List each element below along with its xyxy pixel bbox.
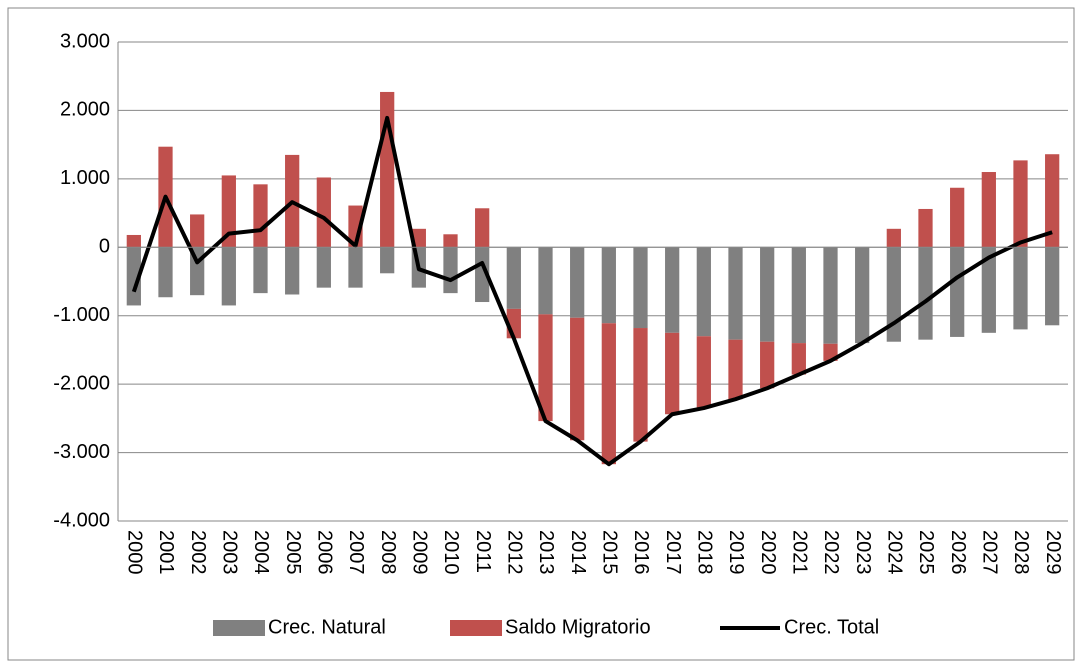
bar [886, 247, 901, 342]
y-tick-label: 2.000 [60, 99, 110, 121]
bar [601, 323, 616, 465]
x-tick-label: 2005 [282, 530, 304, 575]
bar [918, 208, 933, 248]
x-tick-label: 2014 [567, 530, 589, 575]
bar [221, 175, 236, 248]
bar [348, 247, 363, 288]
x-tick-label: 2001 [155, 530, 177, 575]
y-tick-label: -4.000 [53, 509, 110, 531]
bar [886, 228, 901, 248]
bar [791, 247, 806, 344]
x-tick-label: 2028 [1010, 530, 1032, 575]
bar [760, 247, 775, 342]
x-tick-label: 2029 [1042, 530, 1064, 575]
x-tick-label: 2019 [725, 530, 747, 575]
y-tick-label: -1.000 [53, 304, 110, 326]
legend-swatch [213, 620, 265, 636]
bar [1045, 154, 1060, 248]
x-tick-label: 2004 [250, 530, 272, 575]
bar [1045, 247, 1060, 326]
x-tick-label: 2023 [852, 530, 874, 575]
x-tick-label: 2009 [409, 530, 431, 575]
y-tick-label: -2.000 [53, 372, 110, 394]
x-tick-label: 2013 [535, 530, 557, 575]
bar [316, 177, 331, 248]
bar [791, 343, 806, 375]
bar [633, 247, 648, 329]
bar [728, 339, 743, 400]
bar [760, 341, 775, 389]
legend-swatch [450, 620, 502, 636]
bar [981, 247, 996, 333]
x-tick-label: 2026 [947, 530, 969, 575]
bar [633, 328, 648, 442]
x-tick-label: 2020 [757, 530, 779, 575]
bar [221, 247, 236, 306]
bar [190, 214, 205, 248]
bar [601, 247, 616, 324]
legend-label: Saldo Migratorio [505, 616, 651, 638]
x-tick-label: 2025 [915, 530, 937, 575]
x-tick-label: 2018 [694, 530, 716, 575]
bar [475, 208, 490, 248]
bar [538, 314, 553, 422]
x-tick-label: 2021 [789, 530, 811, 575]
bar [950, 187, 965, 248]
bar [855, 247, 870, 344]
bar [443, 234, 458, 248]
bar [316, 247, 331, 288]
x-tick-label: 2000 [124, 530, 146, 575]
x-tick-label: 2003 [219, 530, 241, 575]
bar [1013, 160, 1028, 248]
y-tick-label: 0 [99, 236, 110, 258]
x-tick-label: 2015 [599, 530, 621, 575]
y-tick-label: -3.000 [53, 441, 110, 463]
bar [665, 332, 680, 415]
bar [158, 247, 173, 298]
bar [253, 184, 268, 248]
x-tick-label: 2016 [630, 530, 652, 575]
x-tick-label: 2010 [440, 530, 462, 575]
bar [1013, 247, 1028, 330]
bar [918, 247, 933, 340]
bar [126, 234, 141, 248]
bar [570, 317, 585, 441]
x-tick-label: 2002 [187, 530, 209, 575]
line [131, 115, 1053, 467]
bar [665, 247, 680, 333]
y-tick-label: 1.000 [60, 167, 110, 189]
bar [823, 247, 838, 344]
bar [728, 247, 743, 340]
bar [443, 247, 458, 294]
legend-label: Crec. Natural [268, 616, 386, 638]
y-tick-label: 3.000 [60, 30, 110, 52]
x-tick-label: 2024 [884, 530, 906, 575]
bar [253, 247, 268, 294]
bar [696, 336, 711, 409]
bar [538, 247, 553, 315]
bar [506, 247, 521, 309]
x-tick-label: 2017 [662, 530, 684, 575]
x-tick-label: 2027 [979, 530, 1001, 574]
bar [570, 247, 585, 318]
x-tick-label: 2011 [472, 530, 494, 573]
bar [380, 247, 395, 274]
bar [696, 247, 711, 337]
bar [981, 172, 996, 248]
bar [285, 247, 300, 295]
bar [380, 91, 395, 248]
x-tick-label: 2012 [504, 530, 526, 575]
bar [475, 247, 490, 303]
x-tick-label: 2008 [377, 530, 399, 575]
x-tick-label: 2022 [820, 530, 842, 575]
bar [950, 247, 965, 337]
legend-label: Crec. Total [784, 616, 879, 638]
x-tick-label: 2006 [314, 530, 336, 575]
bar [126, 247, 141, 306]
x-tick-label: 2007 [345, 530, 367, 575]
